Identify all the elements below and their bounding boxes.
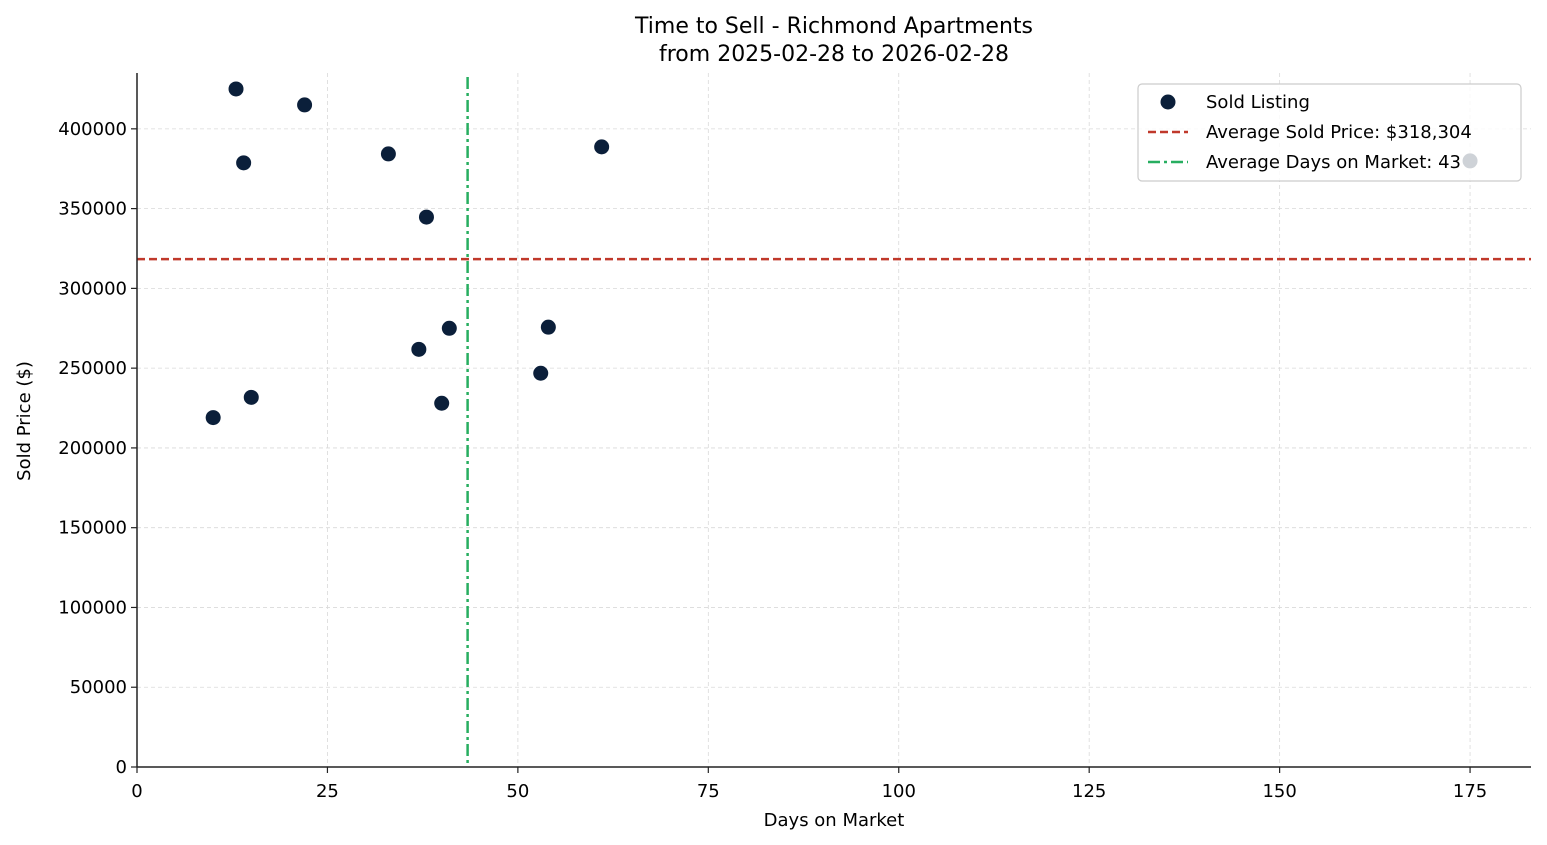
reference-lines bbox=[137, 77, 1531, 767]
data-point bbox=[434, 395, 450, 411]
y-tick-label: 50000 bbox=[70, 677, 127, 698]
legend: Sold Listing Average Sold Price: $318,30… bbox=[1137, 83, 1522, 182]
x-tick-label: 175 bbox=[1453, 781, 1487, 802]
chart-title: Time to Sell - Richmond Apartments bbox=[634, 14, 1033, 39]
x-axis-label: Days on Market bbox=[764, 810, 905, 831]
y-tick-label: 400000 bbox=[58, 119, 127, 140]
data-point bbox=[236, 155, 252, 171]
data-point bbox=[441, 320, 457, 336]
x-tick-label: 50 bbox=[506, 781, 529, 802]
axes: 0 25 50 75 100 125 150 175 0 50000 100000 150000 200… bbox=[58, 73, 1531, 802]
x-tick-label: 125 bbox=[1072, 781, 1106, 802]
data-point bbox=[205, 410, 221, 426]
chart-subtitle: from 2025-02-28 to 2026-02-28 bbox=[659, 42, 1009, 67]
y-tick-label: 150000 bbox=[58, 518, 127, 539]
y-tick-label: 100000 bbox=[58, 597, 127, 618]
x-tick-label: 150 bbox=[1262, 781, 1296, 802]
y-tick-label: 350000 bbox=[58, 199, 127, 220]
y-tick-label: 250000 bbox=[58, 358, 127, 379]
data-point bbox=[594, 139, 610, 155]
y-tick-label: 200000 bbox=[58, 438, 127, 459]
data-points bbox=[205, 81, 1478, 426]
x-tick-label: 75 bbox=[697, 781, 720, 802]
legend-label: Average Days on Market: 43 bbox=[1206, 152, 1461, 173]
data-point bbox=[297, 97, 313, 113]
data-point bbox=[228, 81, 244, 97]
x-tick-label: 100 bbox=[882, 781, 916, 802]
x-tick-label: 0 bbox=[131, 781, 142, 802]
data-point bbox=[243, 389, 259, 405]
y-tick-label: 300000 bbox=[58, 278, 127, 299]
x-tick-label: 25 bbox=[316, 781, 339, 802]
y-tick-label: 0 bbox=[116, 757, 127, 778]
data-point bbox=[533, 365, 549, 381]
legend-label: Average Sold Price: $318,304 bbox=[1206, 122, 1472, 143]
data-point bbox=[411, 341, 427, 357]
legend-label: Sold Listing bbox=[1206, 92, 1310, 113]
legend-marker-sold-listing bbox=[1160, 94, 1176, 110]
y-axis-label: Sold Price ($) bbox=[14, 361, 35, 481]
data-point bbox=[418, 209, 434, 225]
data-point bbox=[380, 146, 396, 162]
data-point bbox=[540, 319, 556, 335]
